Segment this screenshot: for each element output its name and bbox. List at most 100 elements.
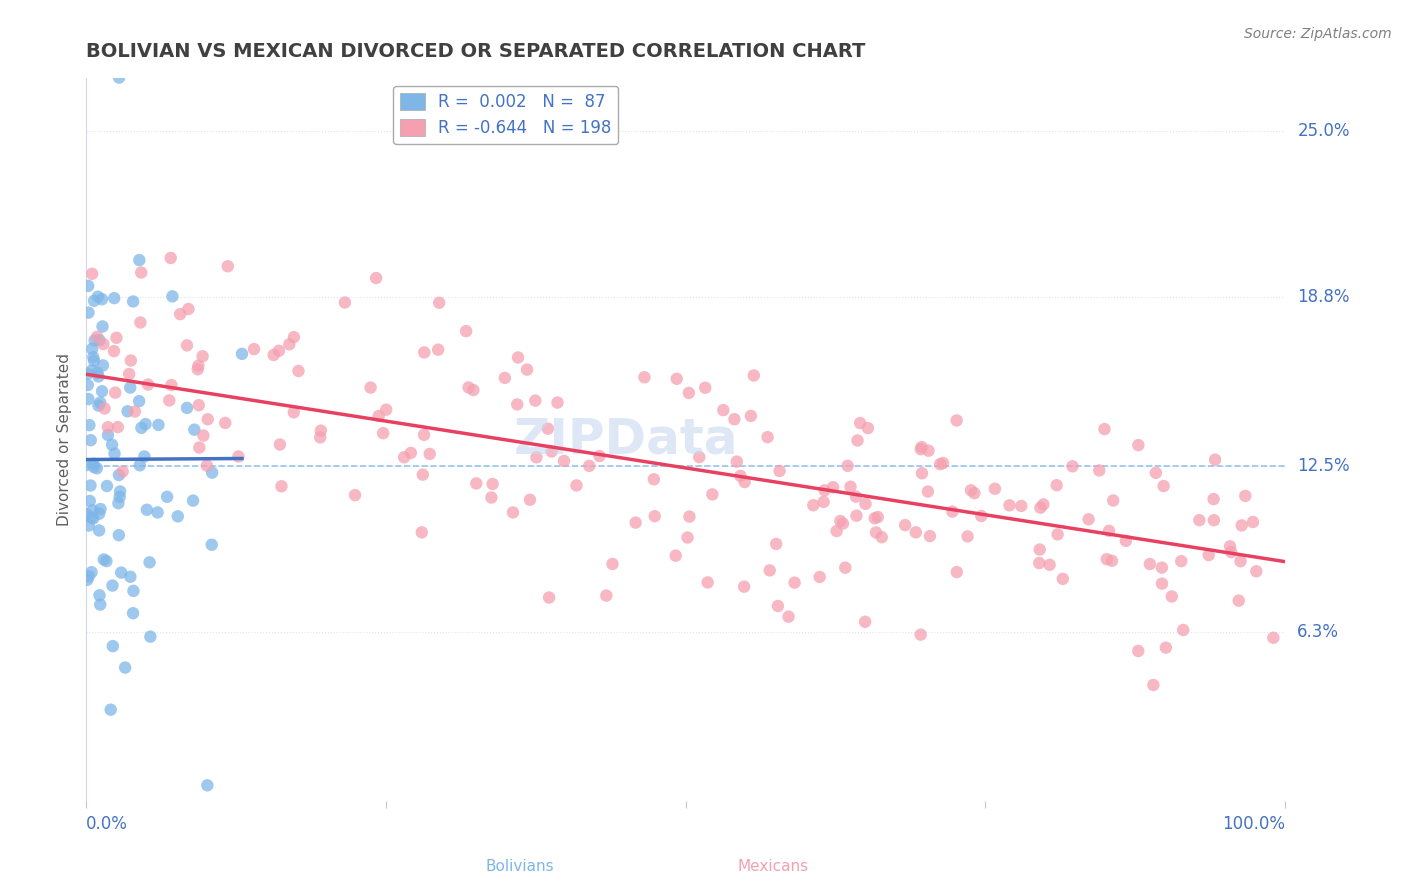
Point — [159, 251, 181, 265]
Point — [129, 316, 152, 330]
Point — [333, 295, 356, 310]
Text: Mexicans: Mexicans — [738, 859, 808, 874]
Point — [197, 412, 219, 426]
Text: 100.0%: 100.0% — [1222, 815, 1285, 833]
Point — [135, 503, 157, 517]
Point — [392, 450, 415, 465]
Point — [516, 362, 538, 376]
Text: 12.5%: 12.5% — [1298, 457, 1350, 475]
Point — [578, 458, 600, 473]
Point — [865, 525, 887, 540]
Text: 25.0%: 25.0% — [1298, 122, 1350, 140]
Point — [214, 416, 236, 430]
Point — [83, 293, 105, 308]
Point — [866, 510, 889, 524]
Point — [1010, 499, 1032, 513]
Point — [1202, 491, 1225, 506]
Point — [82, 363, 104, 377]
Point — [128, 394, 150, 409]
Point — [1150, 560, 1173, 574]
Point — [162, 289, 184, 303]
Point — [837, 458, 859, 473]
Point — [427, 343, 450, 357]
Text: Bolivians: Bolivians — [486, 859, 554, 874]
Point — [399, 446, 422, 460]
Point — [1227, 593, 1250, 607]
Point — [1094, 422, 1116, 436]
Point — [120, 353, 142, 368]
Point — [870, 530, 893, 544]
Point — [105, 331, 128, 345]
Point — [93, 401, 115, 416]
Point — [108, 484, 131, 499]
Point — [191, 349, 214, 363]
Point — [839, 480, 862, 494]
Point — [427, 295, 450, 310]
Point — [740, 409, 762, 423]
Point — [110, 566, 132, 580]
Point — [1198, 548, 1220, 562]
Point — [83, 353, 105, 368]
Point — [783, 575, 806, 590]
Point — [1095, 552, 1118, 566]
Point — [1142, 678, 1164, 692]
Point — [742, 368, 765, 383]
Point — [734, 475, 756, 489]
Point — [832, 516, 855, 531]
Point — [1029, 500, 1052, 515]
Point — [506, 397, 529, 411]
Point — [87, 369, 110, 384]
Point — [79, 494, 101, 508]
Point — [1246, 564, 1268, 578]
Point — [644, 509, 666, 524]
Point — [82, 511, 104, 525]
Point — [360, 380, 382, 394]
Point — [146, 505, 169, 519]
Point — [375, 402, 398, 417]
Point — [107, 496, 129, 510]
Point — [91, 384, 114, 399]
Point — [157, 393, 180, 408]
Point — [82, 350, 104, 364]
Point — [309, 430, 332, 444]
Point — [519, 492, 541, 507]
Point — [79, 478, 101, 492]
Point — [134, 450, 156, 464]
Point — [187, 398, 209, 412]
Point — [231, 347, 253, 361]
Point — [1098, 524, 1121, 538]
Point — [96, 479, 118, 493]
Point — [114, 660, 136, 674]
Point — [87, 524, 110, 538]
Point — [1144, 466, 1167, 480]
Point — [366, 271, 388, 285]
Point — [723, 412, 745, 426]
Point — [83, 460, 105, 475]
Point — [702, 487, 724, 501]
Point — [502, 505, 524, 519]
Point — [108, 70, 131, 85]
Point — [1028, 542, 1050, 557]
Text: 18.8%: 18.8% — [1298, 288, 1350, 306]
Point — [813, 495, 835, 509]
Point — [956, 529, 979, 543]
Point — [188, 441, 211, 455]
Point — [725, 455, 748, 469]
Point — [76, 378, 98, 392]
Point — [103, 447, 125, 461]
Point — [730, 468, 752, 483]
Point — [201, 538, 224, 552]
Point — [1229, 554, 1251, 568]
Point — [688, 450, 710, 465]
Point — [941, 505, 963, 519]
Point — [138, 555, 160, 569]
Point — [87, 399, 110, 413]
Point — [538, 591, 561, 605]
Point — [91, 292, 114, 306]
Text: 0.0%: 0.0% — [86, 815, 128, 833]
Point — [1052, 572, 1074, 586]
Point — [917, 443, 939, 458]
Point — [75, 458, 97, 472]
Point — [169, 307, 191, 321]
Point — [894, 518, 917, 533]
